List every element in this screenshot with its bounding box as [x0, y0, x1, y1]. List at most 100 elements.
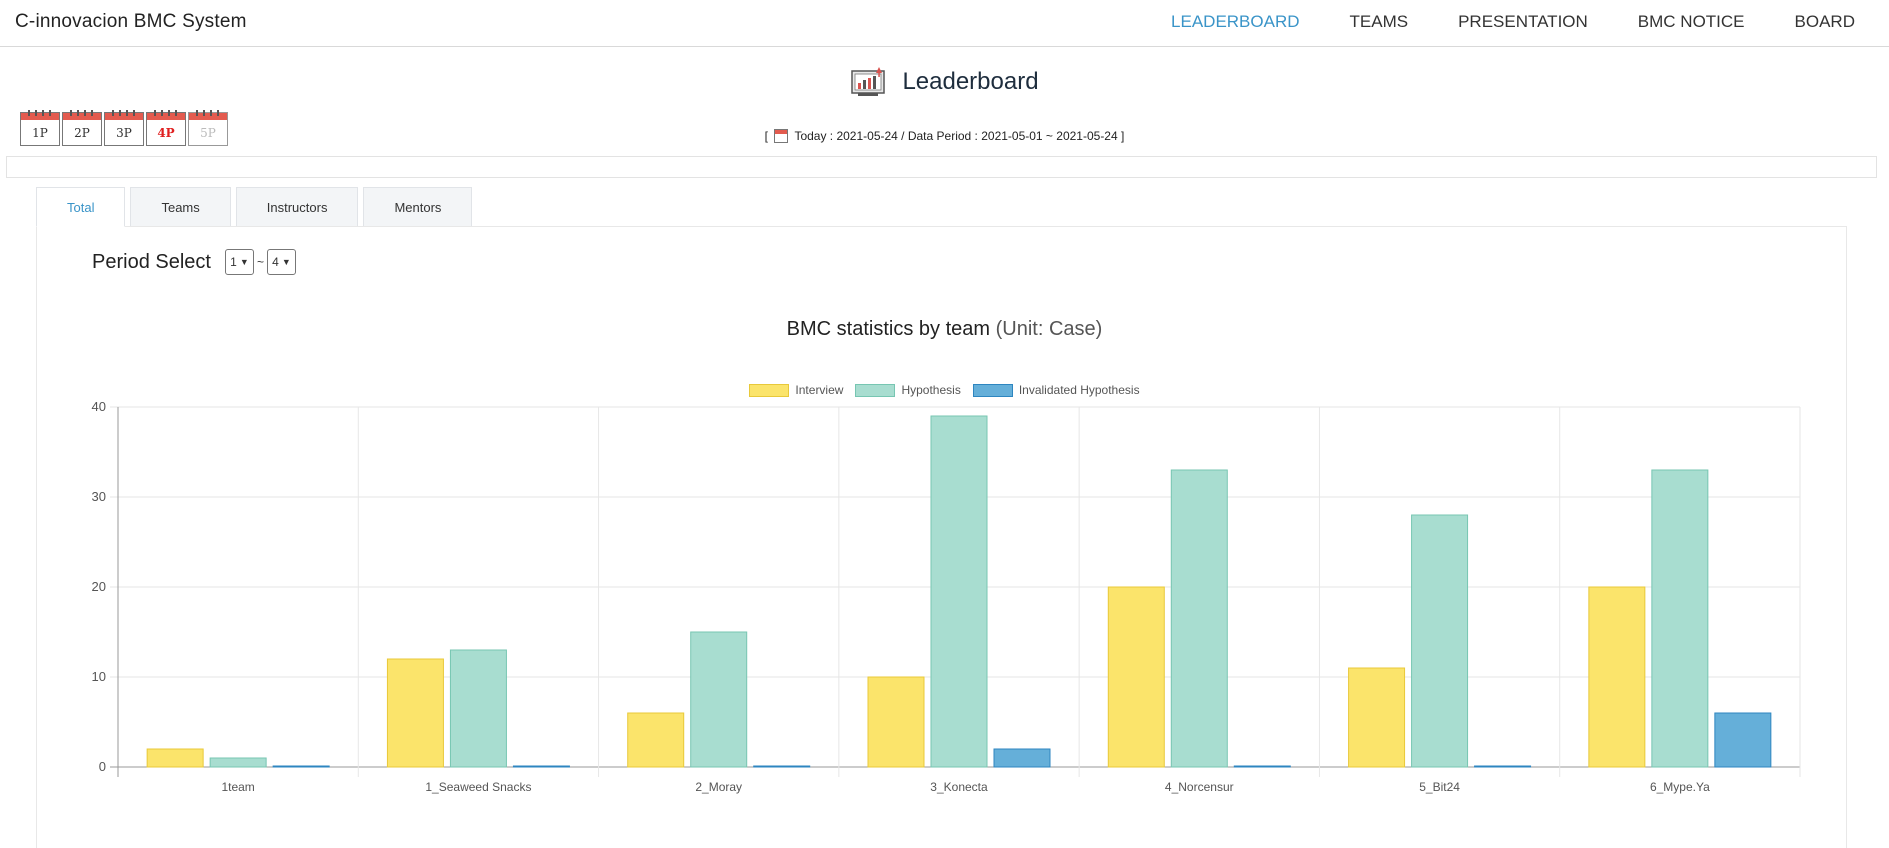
x-tick-label: 6_Mype.Ya [1650, 780, 1710, 794]
bar-interview [1348, 667, 1406, 768]
period-select: Period Select 1 ▼ ~ 4 ▼ [92, 249, 296, 275]
period-buttons: 1P 2P 3P 4P 5P [20, 110, 228, 146]
chevron-down-icon: ▼ [239, 257, 249, 267]
calendar-ring [161, 110, 163, 116]
period-from-value: 1 [230, 255, 237, 269]
y-tick-label: 30 [92, 489, 106, 504]
calendar-ring [196, 110, 198, 116]
chart-title: BMC statistics by team (Unit: Case) [0, 318, 1889, 341]
period-button-label: 5P [200, 126, 216, 140]
chevron-down-icon: ▼ [281, 257, 291, 267]
calendar-ring [91, 110, 93, 116]
legend-label: Hypothesis [901, 383, 961, 397]
bar-invalidated-hypothesis [1714, 712, 1772, 768]
period-button-3p[interactable]: 3P [104, 110, 144, 146]
tab-instructors[interactable]: Instructors [235, 187, 359, 227]
bar-hypothesis [209, 757, 267, 768]
y-tick-label: 10 [92, 669, 106, 684]
y-tick-label: 40 [92, 399, 106, 414]
date-open-bracket: [ [764, 129, 768, 143]
date-info: [ Today : 2021-05-24 / Data Period : 202… [0, 129, 1889, 143]
bar-interview [386, 658, 444, 768]
tab-teams[interactable]: Teams [130, 187, 231, 227]
calendar-icon [189, 113, 227, 120]
legend-item[interactable]: Interview [749, 383, 843, 397]
y-tick-label: 0 [99, 759, 106, 774]
x-tick-label: 2_Moray [695, 780, 742, 794]
date-close-bracket: ] [1121, 129, 1125, 143]
date-info-text: Today : 2021-05-24 / Data Period : 2021-… [794, 129, 1118, 143]
legend-item[interactable]: Invalidated Hypothesis [972, 383, 1140, 397]
bar-hypothesis [1651, 469, 1709, 768]
period-from-select[interactable]: 1 ▼ [224, 249, 254, 275]
period-button-label: 4P [157, 126, 175, 140]
period-select-label: Period Select [92, 250, 211, 273]
calendar-ring [203, 110, 205, 116]
bar-hypothesis [930, 415, 988, 768]
bar-invalidated-hypothesis [1233, 765, 1291, 768]
bar-hypothesis [1170, 469, 1228, 768]
legend-item[interactable]: Hypothesis [855, 383, 961, 397]
chart-title-text: BMC statistics by team [786, 318, 991, 340]
nav-board[interactable]: BOARD [1794, 12, 1855, 31]
page-header: Leaderboard [0, 60, 1889, 104]
calendar-ring [77, 110, 79, 116]
period-button-1p[interactable]: 1P [20, 110, 60, 146]
period-separator: ~ [256, 255, 264, 269]
separator-box [6, 156, 1877, 178]
calendar-ring [119, 110, 121, 116]
period-to-select[interactable]: 4 ▼ [266, 249, 296, 275]
calendar-ring [35, 110, 37, 116]
x-tick-label: 1team [221, 780, 254, 794]
calendar-ring [126, 110, 128, 116]
period-button-2p[interactable]: 2P [62, 110, 102, 146]
y-tick-label: 20 [92, 579, 106, 594]
main-nav: LEADERBOARD TEAMS PRESENTATION BMC NOTICE BO… [1121, 12, 1855, 32]
legend-label: Interview [795, 383, 844, 397]
calendar-ring [112, 110, 114, 116]
nav-presentation[interactable]: PRESENTATION [1458, 12, 1588, 31]
bar-invalidated-hypothesis [753, 765, 811, 768]
nav-teams[interactable]: TEAMS [1349, 12, 1409, 31]
bar-invalidated-hypothesis [512, 765, 570, 768]
calendar-ring [49, 110, 51, 116]
bar-interview [867, 676, 925, 768]
legend-swatch [972, 383, 1013, 397]
bar-invalidated-hypothesis [272, 765, 330, 768]
calendar-ring [168, 110, 170, 116]
bar-hypothesis [1411, 514, 1469, 768]
x-tick-label: 4_Norcensur [1165, 780, 1234, 794]
chart-subtitle: (Unit: Case) [995, 318, 1103, 340]
x-tick-label: 1_Seaweed Snacks [425, 780, 531, 794]
calendar-icon [63, 113, 101, 120]
bar-invalidated-hypothesis [1474, 765, 1532, 768]
period-button-4p[interactable]: 4P [146, 110, 186, 146]
chart-legend: Interview Hypothesis Invalidated Hypothesi… [0, 383, 1889, 397]
bar-chart: 0 10 20 30 40 1team 1_Seaweed Snacks 2_Moray 3_K… [92, 399, 1801, 794]
nav-leaderboard[interactable]: LEADERBOARD [1171, 12, 1300, 31]
bar-interview [146, 748, 204, 768]
calendar-icon [147, 113, 185, 120]
calendar-ring [84, 110, 86, 116]
tab-panel-total [36, 226, 1847, 848]
calendar-ring [217, 110, 219, 116]
top-navbar: C-innovacion BMC System LEADERBOARD TEAMS… [0, 0, 1889, 47]
calendar-icon [774, 129, 789, 143]
bar-invalidated-hypothesis [993, 748, 1051, 768]
calendar-ring [210, 110, 212, 116]
bar-interview [1588, 586, 1646, 768]
legend-swatch [749, 383, 790, 397]
x-tick-label: 5_Bit24 [1419, 780, 1460, 794]
tab-mentors[interactable]: Mentors [363, 187, 473, 227]
app-title[interactable]: C-innovacion BMC System [15, 11, 247, 32]
calendar-ring [175, 110, 177, 116]
nav-bmc-notice[interactable]: BMC NOTICE [1637, 12, 1745, 31]
calendar-icon [105, 113, 143, 120]
bar-interview [1107, 586, 1165, 768]
period-button-label: 2P [74, 126, 90, 140]
calendar-ring [28, 110, 30, 116]
chart-presentation-icon [851, 67, 886, 96]
tab-total[interactable]: Total [36, 187, 126, 227]
leaderboard-tabs: Total Teams Instructors Mentors [36, 187, 477, 227]
bar-interview [627, 712, 685, 768]
